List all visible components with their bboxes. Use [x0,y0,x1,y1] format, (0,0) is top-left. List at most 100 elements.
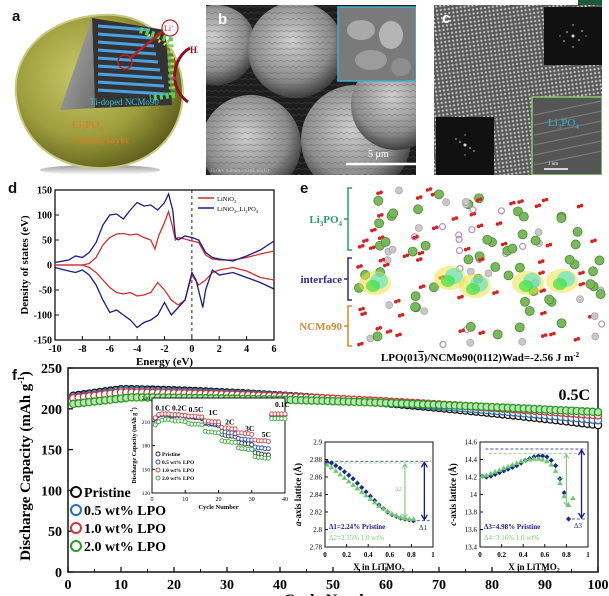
bracket-ncmo90 [344,305,352,347]
y-tick-label: 14.6 [465,439,478,447]
o-atom [360,341,364,346]
atom-layer [354,186,606,349]
arrow-head-icon [577,448,586,520]
x-tick-label: 40 [273,578,287,593]
interface-structure: Li3PO4 interface NCMo90 LPO(013)/NCMo90(011… [300,186,606,364]
o-atom [479,223,484,228]
o-atom [451,217,456,221]
x-tick-label: 20 [167,578,181,593]
o-atom [368,246,373,251]
o-atom [458,329,462,334]
data-point [535,455,542,461]
rate-series-2 [152,411,288,444]
scale-bar-label: 5 μm [368,149,389,160]
o-atom [428,187,433,191]
o-atom [385,262,390,267]
data-point [479,473,485,479]
legend-label: 2.0 wt% LPO [162,476,195,482]
x-tick-label: -10 [48,344,61,355]
o-atom [478,197,483,201]
o-atom [520,199,524,203]
data-point [539,456,546,462]
tm-atom [385,301,393,309]
o-atom [541,198,546,203]
x-tick-label: 30 [249,497,255,503]
x-tick-label: 0.2 [342,551,351,559]
li-atom [380,236,391,247]
data-point [249,431,255,437]
o-atom [477,258,482,262]
arrow-head-icon [563,453,570,507]
x-tick-label: -8 [78,344,86,355]
bracket-interface [344,257,352,301]
data-point [354,480,360,486]
y-tick-label: 150 [41,444,62,459]
panel-label-a: a [12,8,21,25]
legend-marker [70,522,82,534]
o-atom [405,253,410,258]
x-tick-label: 60 [379,578,393,593]
y-tick-label: 50 [42,236,52,247]
o-atom [361,306,365,311]
o-atom [421,284,426,289]
legend-marker [70,540,82,552]
y-axis-title: Discharge Capacity (mAh g-1) [16,371,34,561]
o-atom [576,204,581,209]
x-tick-label: 10 [182,497,188,503]
x-axis-title: Energy (eV) [136,356,193,368]
delta-label: Δ2 [395,487,402,493]
li-atom [428,282,439,293]
x-tick-label: 40 [282,497,288,503]
li-atom [520,296,530,307]
rate-label: 1C [209,408,218,417]
p-atom [455,231,463,239]
arrow-head-icon [420,460,428,522]
li-atom [518,211,529,222]
li-atom [530,235,541,246]
data-point [561,490,567,496]
o-atom [397,298,401,303]
y-tick-label: 150 [142,467,151,473]
x-axis-title: X in LiTMO2 [508,562,560,574]
data-point [152,422,158,428]
y-tick-label: 200 [41,403,62,418]
o-atom [430,192,435,197]
dos-line-linio2-li3po4-up [54,192,275,264]
x-tick-label: 0.8 [562,551,571,559]
data-point [496,467,503,472]
x-tick-label: 0 [478,551,482,559]
o-atom [549,332,553,337]
x-tick-label: 0.6 [540,551,549,559]
o-atom [593,238,597,243]
layer-label-li3po4: Li3PO4 [309,214,342,228]
hrtem-lattice: Li3PO4 1 nm [434,5,602,175]
y-tick-label: 120 [142,491,151,497]
x-tick-label: 100 [588,578,609,593]
data-point [324,461,330,467]
data-point [341,469,348,475]
legend-marker [70,504,82,516]
x-tick-label: 1 [431,551,435,559]
x-tick-label: 0.4 [364,551,373,559]
legend-label: 0.5 wt% LPO [84,504,166,519]
x-tick-label: 20 [216,497,222,503]
x-tick-label: 0.8 [407,551,416,559]
x-tick-label: 0.4 [519,551,528,559]
data-point [509,464,515,470]
data-point [561,493,568,499]
li-atom [572,226,583,237]
y-tick-label: 2.9 [313,439,322,447]
li-atom [594,255,605,266]
o-atom [359,264,363,268]
p-atom [439,340,447,349]
tm-atom [466,338,475,347]
blocked-x-icon: × [171,71,178,85]
o-atom [466,246,471,251]
layer-label-interface: interface [300,274,342,286]
li-atom [588,266,598,277]
panel-c-hrtem-image: Li3PO4 1 nm c [434,5,602,175]
li-atom [492,329,503,340]
li-ion-icon [161,19,179,37]
li-atom [465,321,476,332]
delta-annotation: Δ1=2.24% Pristine [329,523,385,531]
